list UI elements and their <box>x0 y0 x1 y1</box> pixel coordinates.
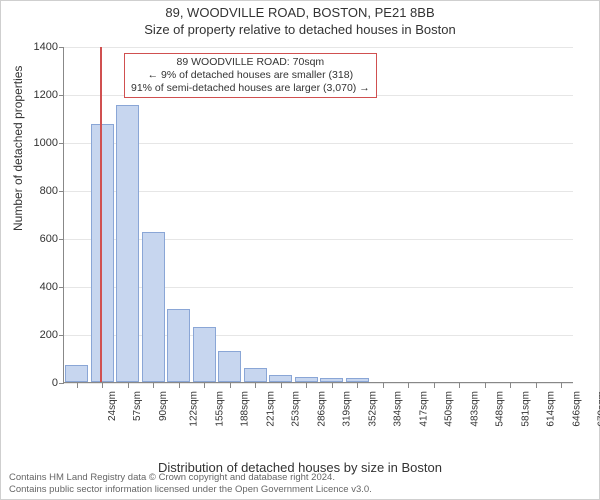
gridline <box>64 335 573 336</box>
x-tick-label: 450sqm <box>444 391 455 427</box>
x-tick-label: 548sqm <box>495 391 506 427</box>
x-tick-label: 646sqm <box>571 391 582 427</box>
gridline <box>64 383 573 384</box>
gridline <box>64 143 573 144</box>
gridline <box>64 47 573 48</box>
x-tick-label: 253sqm <box>291 391 302 427</box>
x-tick-label: 90sqm <box>158 391 169 421</box>
y-tick <box>59 191 64 192</box>
x-tick <box>255 383 256 388</box>
gridline <box>64 191 573 192</box>
y-tick-label: 1400 <box>22 41 58 53</box>
footer-line-2: Contains public sector information licen… <box>9 484 372 496</box>
reference-line <box>100 47 102 382</box>
histogram-bar <box>269 375 292 382</box>
footer: Contains HM Land Registry data © Crown c… <box>9 472 372 496</box>
x-tick-label: 319sqm <box>342 391 353 427</box>
histogram-bar <box>65 365 88 382</box>
plot-wrap: 020040060080010001200140024sqm57sqm90sqm… <box>63 47 573 427</box>
annotation-line-2: ← 9% of detached houses are smaller (318… <box>131 69 370 82</box>
x-tick-label: 483sqm <box>469 391 480 427</box>
x-tick <box>306 383 307 388</box>
x-tick <box>408 383 409 388</box>
histogram-bar <box>244 368 267 382</box>
x-tick-label: 188sqm <box>240 391 251 427</box>
plot-area: 020040060080010001200140024sqm57sqm90sqm… <box>63 47 573 383</box>
y-tick <box>59 335 64 336</box>
x-tick-label: 417sqm <box>418 391 429 427</box>
histogram-bar <box>167 309 190 382</box>
histogram-bar <box>91 124 114 382</box>
x-tick <box>536 383 537 388</box>
chart-container: 89, WOODVILLE ROAD, BOSTON, PE21 8BB Siz… <box>0 0 600 500</box>
x-tick <box>230 383 231 388</box>
histogram-bar <box>193 327 216 382</box>
x-tick <box>485 383 486 388</box>
histogram-bar <box>320 378 343 382</box>
x-tick <box>77 383 78 388</box>
footer-line-1: Contains HM Land Registry data © Crown c… <box>9 472 372 484</box>
x-tick-label: 614sqm <box>546 391 557 427</box>
x-tick-label: 221sqm <box>265 391 276 427</box>
x-tick <box>179 383 180 388</box>
histogram-bar <box>218 351 241 382</box>
annotation-line-1: 89 WOODVILLE ROAD: 70sqm <box>131 56 370 69</box>
annotation-line-3: 91% of semi-detached houses are larger (… <box>131 82 370 95</box>
y-tick-label: 800 <box>22 185 58 197</box>
y-tick <box>59 287 64 288</box>
x-tick <box>357 383 358 388</box>
x-tick <box>459 383 460 388</box>
annotation-box: 89 WOODVILLE ROAD: 70sqm ← 9% of detache… <box>124 53 377 98</box>
x-tick <box>281 383 282 388</box>
x-tick <box>434 383 435 388</box>
y-tick-label: 1000 <box>22 137 58 149</box>
y-tick-label: 0 <box>22 377 58 389</box>
y-tick <box>59 47 64 48</box>
x-tick <box>383 383 384 388</box>
x-tick <box>153 383 154 388</box>
address-title: 89, WOODVILLE ROAD, BOSTON, PE21 8BB <box>1 5 599 20</box>
histogram-bar <box>142 232 165 382</box>
histogram-bar <box>295 377 318 382</box>
histogram-bar <box>346 378 369 382</box>
x-tick <box>561 383 562 388</box>
y-tick <box>59 239 64 240</box>
x-tick-label: 57sqm <box>132 391 143 421</box>
x-tick-label: 286sqm <box>316 391 327 427</box>
y-tick <box>59 143 64 144</box>
x-tick-label: 352sqm <box>367 391 378 427</box>
x-tick-label: 155sqm <box>214 391 225 427</box>
gridline <box>64 239 573 240</box>
y-tick-label: 400 <box>22 281 58 293</box>
x-tick-label: 581sqm <box>520 391 531 427</box>
x-tick <box>332 383 333 388</box>
subtitle: Size of property relative to detached ho… <box>1 22 599 37</box>
y-tick-label: 200 <box>22 329 58 341</box>
x-tick-label: 122sqm <box>189 391 200 427</box>
x-tick <box>510 383 511 388</box>
x-tick <box>204 383 205 388</box>
gridline <box>64 287 573 288</box>
y-tick-label: 1200 <box>22 89 58 101</box>
x-tick <box>102 383 103 388</box>
histogram-bar <box>116 105 139 382</box>
x-tick-label: 384sqm <box>393 391 404 427</box>
y-tick-label: 600 <box>22 233 58 245</box>
x-tick-label: 24sqm <box>107 391 118 421</box>
y-tick <box>59 95 64 96</box>
y-tick <box>59 383 64 384</box>
x-tick <box>128 383 129 388</box>
